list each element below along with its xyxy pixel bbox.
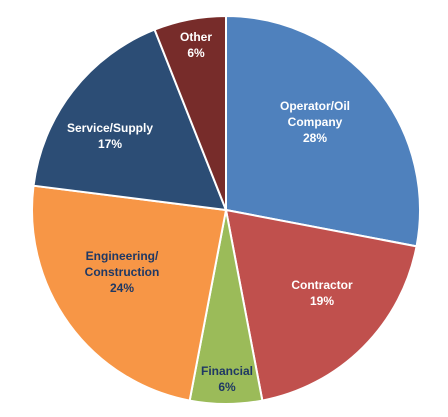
slice-service-supply (32, 28, 228, 212)
label-financial: Financial 6% (201, 364, 253, 394)
label-contractor: Contractor 19% (291, 278, 353, 308)
label-operator-oil-company: Operator/Oil Company 28% (280, 99, 350, 145)
slice-engineering-construction (31, 184, 228, 402)
pie-labels: Operator/Oil Company 28% Contractor 19% Finan… (67, 30, 353, 394)
label-engineering-construction: Engineering/Construction 24% (85, 249, 160, 295)
label-service-supply: Service/Supply 17% (67, 121, 153, 151)
slice-other (153, 14, 227, 211)
slice-operator-oil-company (225, 14, 421, 248)
slice-contractor (224, 208, 418, 402)
pie-slices (31, 14, 421, 405)
label-other: Other 6% (180, 30, 212, 60)
